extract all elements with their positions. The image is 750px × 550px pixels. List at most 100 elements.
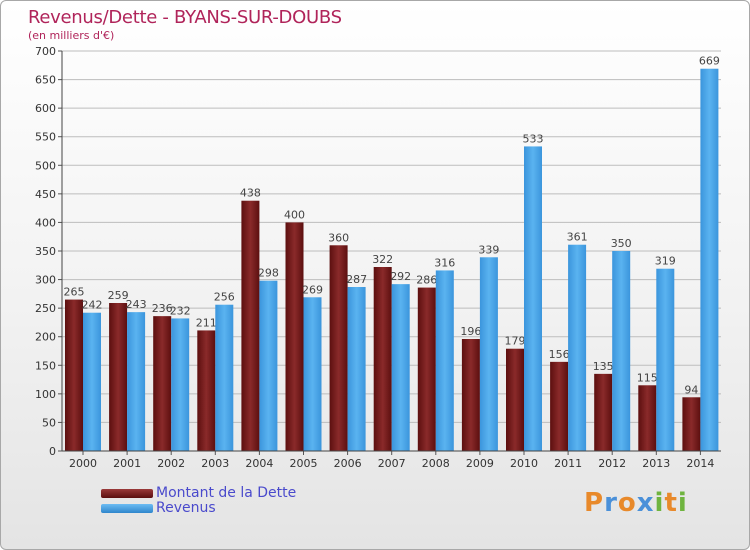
bar-dette [682, 397, 701, 451]
x-tick-label: 2004 [245, 457, 273, 470]
data-label-dette: 360 [328, 231, 349, 244]
y-tick-label: 500 [35, 159, 56, 172]
logo-letter: t [664, 488, 678, 518]
x-tick-label: 2011 [554, 457, 582, 470]
y-tick-label: 300 [35, 274, 56, 287]
bar-revenus [171, 318, 190, 451]
x-tick-label: 2005 [290, 457, 318, 470]
bar-revenus [259, 280, 278, 451]
bar-revenus [700, 68, 719, 451]
bar-dette [241, 200, 260, 451]
bar-revenus [391, 284, 410, 451]
y-tick-label: 0 [49, 445, 56, 458]
y-tick-label: 350 [35, 245, 56, 258]
data-label-dette: 400 [284, 208, 305, 221]
x-tick-label: 2009 [466, 457, 494, 470]
data-label-revenus: 339 [478, 243, 499, 256]
bar-revenus [479, 257, 498, 451]
data-label-revenus: 242 [82, 299, 103, 312]
x-tick-label: 2014 [686, 457, 714, 470]
data-label-revenus: 269 [302, 283, 323, 296]
data-label-revenus: 319 [655, 255, 676, 268]
bar-revenus [215, 304, 234, 451]
data-label-revenus: 287 [346, 273, 367, 286]
data-label-dette: 179 [505, 335, 526, 348]
data-label-revenus: 316 [434, 256, 455, 269]
bar-dette [197, 330, 216, 451]
bar-dette [417, 287, 436, 451]
data-label-dette: 115 [637, 371, 658, 384]
data-label-dette: 265 [64, 286, 85, 299]
data-label-revenus: 350 [611, 237, 632, 250]
bar-revenus [303, 297, 322, 451]
data-label-revenus: 533 [523, 132, 544, 145]
y-tick-label: 650 [35, 74, 56, 87]
x-tick-label: 2012 [598, 457, 626, 470]
bar-dette [109, 303, 128, 451]
data-label-dette: 211 [196, 316, 217, 329]
bar-dette [638, 385, 657, 451]
logo-letter: o [617, 488, 637, 518]
bar-revenus [568, 244, 587, 451]
x-tick-label: 2008 [422, 457, 450, 470]
data-label-revenus: 243 [126, 298, 147, 311]
bar-revenus [127, 312, 146, 451]
y-tick-label: 200 [35, 331, 56, 344]
y-tick-label: 400 [35, 216, 56, 229]
data-label-dette: 259 [108, 289, 129, 302]
legend-label-revenus: Revenus [156, 500, 216, 516]
bar-dette [550, 361, 569, 451]
x-tick-label: 2003 [201, 457, 229, 470]
bar-revenus [83, 312, 101, 451]
bar-dette [506, 348, 524, 451]
legend-label-dette: Montant de la Dette [156, 485, 297, 501]
logo-letter: i [677, 488, 688, 518]
y-tick-label: 250 [35, 302, 56, 315]
data-label-revenus: 256 [214, 291, 235, 304]
bar-revenus [435, 270, 454, 451]
chart-subtitle: (en milliers d'€) [28, 29, 115, 42]
x-tick-label: 2002 [157, 457, 185, 470]
chart-title: Revenus/Dette - BYANS-SUR-DOUBS [28, 7, 342, 28]
data-label-dette: 94 [684, 383, 698, 396]
x-tick-label: 2000 [69, 457, 97, 470]
bar-dette [329, 245, 348, 451]
data-label-dette: 196 [460, 325, 481, 338]
legend-swatch-dette [101, 489, 153, 498]
x-tick-label: 2006 [334, 457, 362, 470]
bar-dette [153, 316, 172, 451]
y-tick-label: 700 [35, 45, 56, 58]
data-label-revenus: 232 [170, 304, 191, 317]
data-label-revenus: 669 [699, 55, 720, 68]
bar-dette [65, 299, 83, 451]
bar-dette [285, 222, 304, 451]
data-label-dette: 438 [240, 187, 261, 200]
x-tick-label: 2007 [378, 457, 406, 470]
data-label-revenus: 298 [258, 267, 279, 280]
bar-dette [594, 373, 613, 451]
y-tick-label: 450 [35, 188, 56, 201]
logo-letter: i [654, 488, 665, 518]
data-label-dette: 286 [416, 274, 437, 287]
y-tick-label: 550 [35, 131, 56, 144]
y-tick-label: 50 [42, 416, 56, 429]
x-tick-label: 2013 [642, 457, 670, 470]
bar-revenus [656, 268, 675, 451]
bar-revenus [347, 287, 366, 451]
data-label-dette: 135 [593, 360, 614, 373]
bar-revenus [612, 251, 631, 451]
data-label-dette: 156 [549, 348, 570, 361]
x-tick-label: 2010 [510, 457, 538, 470]
logo-letter: r [604, 488, 618, 518]
logo-letter: x [636, 488, 655, 518]
legend-swatch-revenus [101, 504, 153, 513]
x-tick-label: 2001 [113, 457, 141, 470]
data-label-dette: 322 [372, 253, 393, 266]
data-label-revenus: 361 [567, 231, 588, 244]
y-tick-label: 100 [35, 388, 56, 401]
y-tick-label: 600 [35, 102, 56, 115]
bar-dette [373, 267, 392, 451]
y-tick-label: 150 [35, 359, 56, 372]
